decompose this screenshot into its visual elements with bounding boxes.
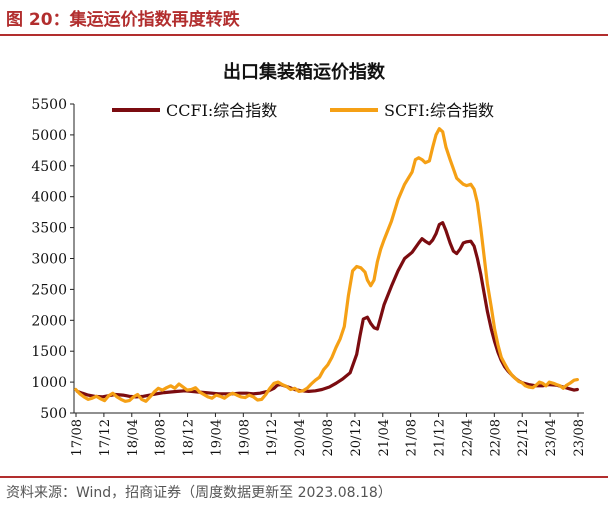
x-tick-label: 18/08 — [154, 419, 169, 456]
y-tick-label: 1500 — [31, 344, 67, 360]
line-chart: 出口集装箱运价指数 500 1000 1500 2000 2500 3000 3500 400… — [31, 61, 587, 456]
x-tick-label: 20/04 — [293, 419, 308, 456]
x-tick-label: 20/08 — [321, 419, 336, 456]
legend-label-scfi: SCFI:综合指数 — [384, 101, 494, 120]
x-tick-label: 19/08 — [237, 419, 252, 456]
x-tick-label: 18/04 — [126, 419, 141, 456]
legend-label-ccfi: CCFI:综合指数 — [166, 101, 277, 120]
y-tick-label: 3000 — [31, 252, 67, 268]
x-tick-label: 23/08 — [572, 419, 587, 456]
x-tick-label: 17/08 — [70, 419, 85, 456]
axes: 500 1000 1500 2000 2500 3000 3500 4000 4500 5000 5… — [31, 97, 587, 456]
x-tick-label: 23/04 — [544, 419, 559, 456]
series-line-ccfi — [75, 221, 579, 399]
x-tick-label: 21/12 — [433, 419, 448, 456]
y-tick-label: 4500 — [31, 159, 67, 175]
legend: CCFI:综合指数 SCFI:综合指数 — [112, 101, 494, 120]
x-tick-label: 22/12 — [516, 419, 531, 456]
y-tick-label: 4000 — [31, 190, 67, 206]
x-tick-label: 19/04 — [209, 419, 224, 456]
y-tick-label: 500 — [40, 406, 67, 422]
series-line-scfi — [74, 127, 579, 403]
chart-title: 出口集装箱运价指数 — [223, 61, 386, 83]
x-tick-label: 22/04 — [460, 419, 475, 456]
series-lines — [74, 127, 579, 403]
y-tick-label: 5500 — [31, 97, 67, 113]
x-tick-label: 21/08 — [405, 419, 420, 456]
y-tick-label: 3500 — [31, 221, 67, 237]
x-tick-label: 21/04 — [377, 419, 392, 456]
x-tick-label: 18/12 — [182, 419, 197, 456]
bottom-rule — [0, 476, 608, 478]
y-tick-label: 2500 — [31, 282, 67, 298]
x-tick-label: 19/12 — [265, 419, 280, 456]
figure-title: 图 20：集运运价指数再度转跌 — [6, 10, 240, 30]
x-tick-label: 22/08 — [488, 419, 503, 456]
x-tick-label: 17/12 — [98, 419, 113, 456]
y-tick-label: 2000 — [31, 313, 67, 329]
x-tick-label: 20/12 — [349, 419, 364, 456]
y-tick-label: 5000 — [31, 128, 67, 144]
top-rule — [0, 34, 608, 36]
source-note: 资料来源：Wind，招商证券（周度数据更新至 2023.08.18） — [6, 485, 392, 501]
y-tick-label: 1000 — [31, 375, 67, 391]
